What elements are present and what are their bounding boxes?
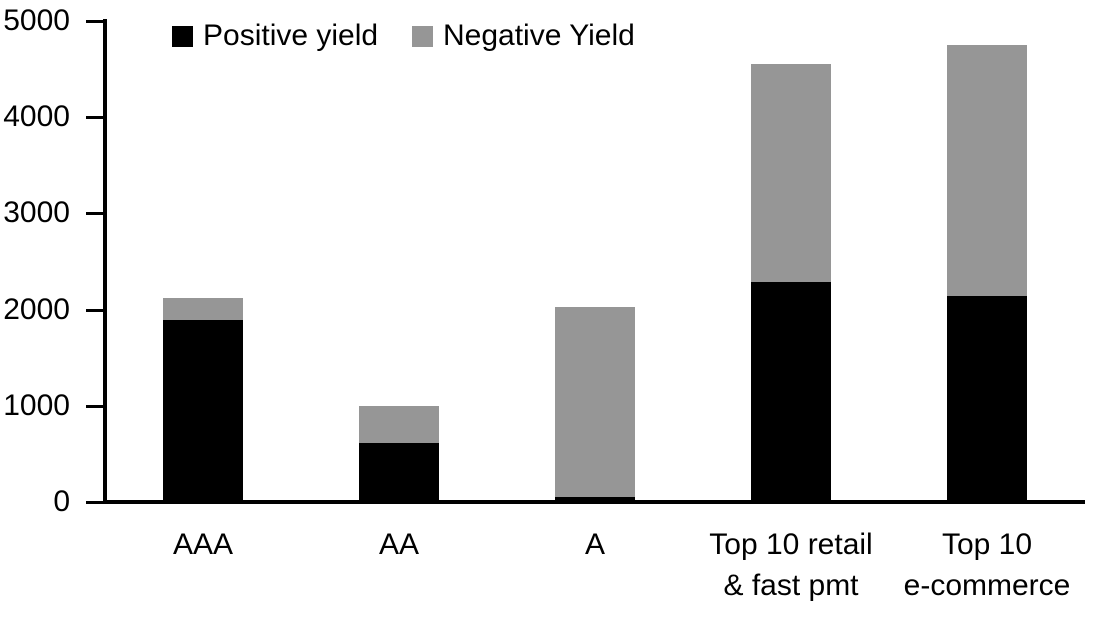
x-axis-line [103, 500, 1085, 504]
legend-label-negative-yield: Negative Yield [443, 19, 635, 52]
legend-swatch-positive-yield [172, 25, 193, 47]
bar-segment-negative-top-10-e-commerce [947, 45, 1027, 297]
legend-item-negative-yield: Negative Yield [412, 19, 635, 52]
legend-swatch-negative-yield [412, 25, 433, 47]
bar-segment-positive-aaa [163, 320, 243, 502]
y-axis-tick-label-5000: 5000 [3, 4, 70, 37]
bar-segment-positive-top-10-retail-fast-pmt [751, 281, 831, 502]
y-axis-tick-mark-4000 [86, 116, 105, 120]
legend-item-positive-yield: Positive yield [172, 19, 379, 52]
x-axis-label-top-10-retail-fast-pmt: Top 10 retail & fast pmt [709, 528, 873, 602]
x-axis-label-aa: AA [378, 528, 420, 561]
y-axis-tick-mark-1000 [86, 404, 105, 408]
bar-segment-positive-aa [359, 442, 439, 502]
y-axis-tick-label-2000: 2000 [3, 292, 70, 326]
x-axis-label-top-10-e-commerce: Top 10 e-commerce [903, 528, 1071, 602]
bar-segment-negative-top-10-retail-fast-pmt [751, 64, 831, 282]
y-axis-tick-mark-5000 [86, 20, 105, 23]
y-axis-tick-label-1000: 1000 [3, 388, 70, 422]
bar-segment-positive-a [555, 497, 635, 502]
bar-segment-positive-top-10-e-commerce [947, 296, 1027, 502]
y-axis-tick-mark-3000 [86, 212, 105, 216]
y-axis-tick-label-0: 0 [53, 485, 70, 518]
bar-segment-negative-aa [359, 405, 439, 443]
y-axis-tick-label-4000: 4000 [3, 100, 70, 134]
bar-segment-negative-a [555, 306, 635, 498]
legend-label-positive-yield: Positive yield [203, 19, 379, 52]
x-axis-label-a: A [584, 528, 605, 561]
y-axis-tick-label-3000: 3000 [3, 196, 70, 230]
bar-segment-negative-aaa [163, 298, 243, 321]
y-axis-tick-mark-2000 [86, 308, 105, 312]
y-axis-line [103, 19, 107, 504]
x-axis-label-aaa: AAA [172, 528, 234, 561]
y-axis-tick-mark-0 [86, 501, 105, 504]
